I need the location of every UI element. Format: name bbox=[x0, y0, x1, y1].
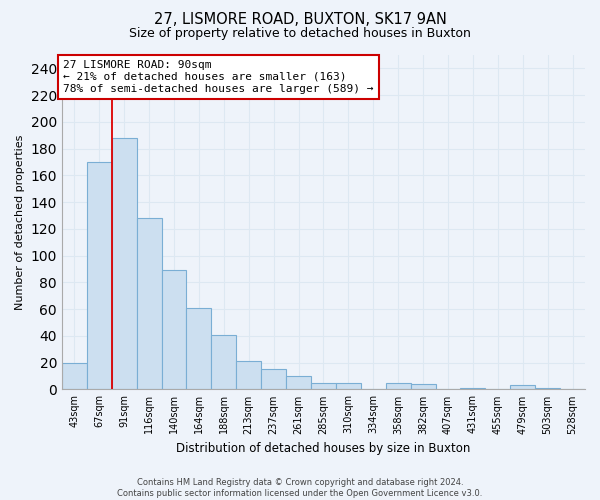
Bar bbox=[187, 308, 211, 390]
Bar bbox=[386, 382, 410, 390]
Text: Contains HM Land Registry data © Crown copyright and database right 2024.
Contai: Contains HM Land Registry data © Crown c… bbox=[118, 478, 482, 498]
Bar bbox=[261, 370, 286, 390]
Bar bbox=[336, 382, 361, 390]
Bar bbox=[236, 362, 261, 390]
Bar bbox=[137, 218, 161, 390]
Bar bbox=[62, 362, 87, 390]
Bar bbox=[311, 382, 336, 390]
Text: Size of property relative to detached houses in Buxton: Size of property relative to detached ho… bbox=[129, 28, 471, 40]
Text: 27 LISMORE ROAD: 90sqm
← 21% of detached houses are smaller (163)
78% of semi-de: 27 LISMORE ROAD: 90sqm ← 21% of detached… bbox=[63, 60, 374, 94]
Bar bbox=[87, 162, 112, 390]
Bar bbox=[510, 386, 535, 390]
Bar bbox=[286, 376, 311, 390]
Bar bbox=[460, 388, 485, 390]
Y-axis label: Number of detached properties: Number of detached properties bbox=[15, 134, 25, 310]
Bar bbox=[410, 384, 436, 390]
X-axis label: Distribution of detached houses by size in Buxton: Distribution of detached houses by size … bbox=[176, 442, 470, 455]
Text: 27, LISMORE ROAD, BUXTON, SK17 9AN: 27, LISMORE ROAD, BUXTON, SK17 9AN bbox=[154, 12, 446, 28]
Bar bbox=[161, 270, 187, 390]
Bar bbox=[112, 138, 137, 390]
Bar bbox=[535, 388, 560, 390]
Bar bbox=[211, 334, 236, 390]
